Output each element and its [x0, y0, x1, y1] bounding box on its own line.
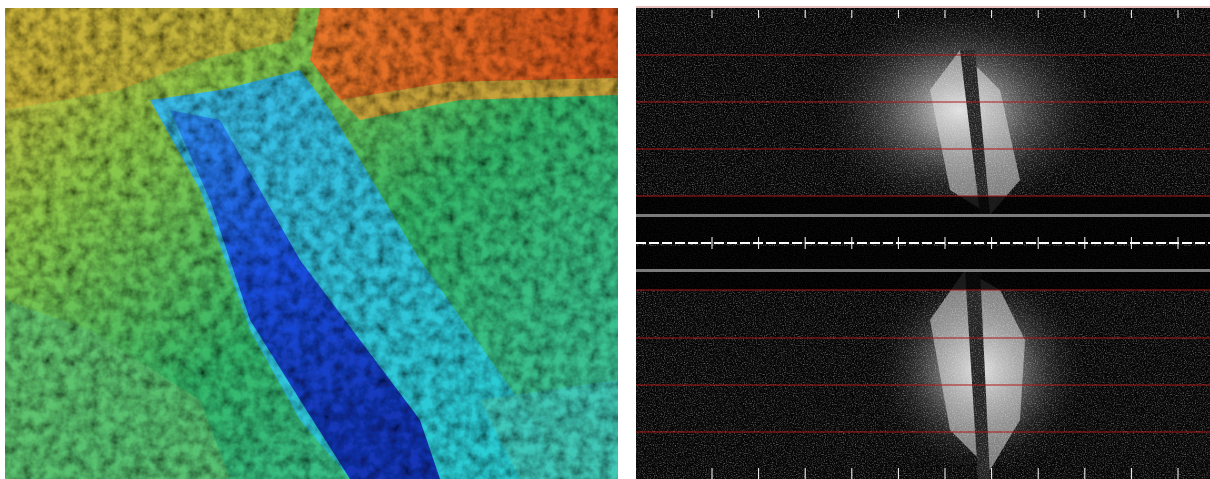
bathymetry-image — [5, 8, 618, 479]
tick-marks — [711, 10, 1179, 479]
top-border — [636, 6, 1210, 8]
range-lines — [636, 54, 1210, 433]
sonar-image — [636, 8, 1210, 479]
